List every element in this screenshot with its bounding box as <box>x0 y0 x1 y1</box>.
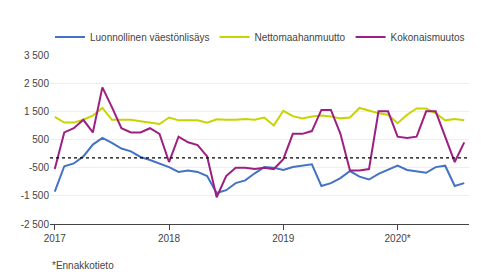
svg-text:3 500: 3 500 <box>24 50 49 61</box>
svg-text:-2 500: -2 500 <box>21 219 50 230</box>
svg-text:-1 500: -1 500 <box>21 190 50 201</box>
svg-text:2 500: 2 500 <box>24 78 49 89</box>
svg-text:Nettomaahanmuutto: Nettomaahanmuutto <box>255 32 346 43</box>
svg-text:2018: 2018 <box>158 233 181 244</box>
svg-text:2019: 2019 <box>272 233 295 244</box>
svg-text:2020*: 2020* <box>385 233 411 244</box>
svg-text:-500: -500 <box>29 162 49 173</box>
svg-text:Luonnollinen väestönlisäys: Luonnollinen väestönlisäys <box>90 32 210 43</box>
svg-text:500: 500 <box>32 134 49 145</box>
svg-text:Kokonaismuutos: Kokonaismuutos <box>391 32 465 43</box>
svg-text:1 500: 1 500 <box>24 106 49 117</box>
svg-text:*Ennakkotieto: *Ennakkotieto <box>52 260 114 271</box>
svg-text:2017: 2017 <box>44 233 67 244</box>
